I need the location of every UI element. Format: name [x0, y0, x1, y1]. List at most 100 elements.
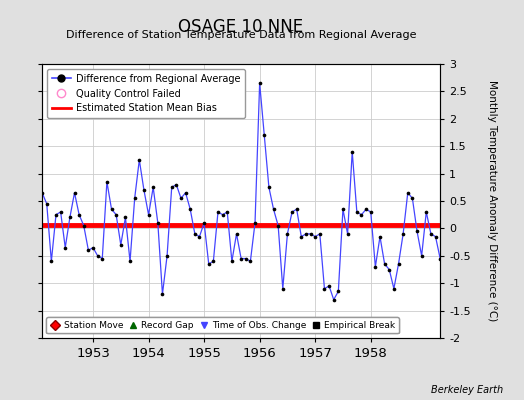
Point [204, 261, 213, 267]
Point [371, 264, 379, 270]
Point [292, 206, 301, 212]
Point [427, 231, 435, 237]
Point [242, 255, 250, 262]
Point [441, 255, 449, 262]
Point [399, 231, 407, 237]
Point [191, 231, 199, 237]
Point [214, 209, 222, 215]
Point [219, 212, 227, 218]
Point [103, 179, 111, 185]
Point [274, 222, 282, 229]
Point [339, 206, 347, 212]
Point [84, 247, 93, 254]
Point [149, 184, 157, 190]
Point [228, 258, 236, 264]
Point [353, 209, 361, 215]
Point [145, 212, 153, 218]
Text: Difference of Station Temperature Data from Regional Average: Difference of Station Temperature Data f… [66, 30, 416, 40]
Point [422, 209, 431, 215]
Point [223, 209, 232, 215]
Point [431, 234, 440, 240]
Point [408, 195, 417, 202]
Point [297, 234, 305, 240]
Point [130, 195, 139, 202]
Point [158, 291, 167, 297]
Point [107, 206, 116, 212]
Point [320, 286, 329, 292]
Point [57, 209, 65, 215]
Point [135, 157, 144, 163]
Point [395, 261, 403, 267]
Point [38, 190, 46, 196]
Point [121, 214, 129, 221]
Point [181, 190, 190, 196]
Point [385, 266, 394, 273]
Point [343, 231, 352, 237]
Point [126, 258, 134, 264]
Point [61, 244, 70, 251]
Point [186, 206, 194, 212]
Point [403, 190, 412, 196]
Point [390, 286, 398, 292]
Point [348, 148, 356, 155]
Point [380, 261, 389, 267]
Point [269, 206, 278, 212]
Point [172, 181, 181, 188]
Point [367, 209, 375, 215]
Point [246, 258, 255, 264]
Point [34, 206, 42, 212]
Point [468, 234, 477, 240]
Point [70, 190, 79, 196]
Point [376, 234, 384, 240]
Point [330, 296, 338, 303]
Point [117, 242, 125, 248]
Point [288, 209, 296, 215]
Legend: Station Move, Record Gap, Time of Obs. Change, Empirical Break: Station Move, Record Gap, Time of Obs. C… [47, 317, 399, 334]
Point [195, 234, 204, 240]
Point [283, 231, 292, 237]
Point [112, 212, 121, 218]
Point [98, 255, 106, 262]
Point [154, 220, 162, 226]
Text: OSAGE 10 NNE: OSAGE 10 NNE [179, 18, 303, 36]
Point [357, 212, 366, 218]
Point [450, 217, 458, 223]
Point [177, 195, 185, 202]
Point [93, 253, 102, 259]
Point [140, 187, 148, 193]
Point [334, 288, 343, 295]
Point [209, 258, 217, 264]
Point [52, 212, 60, 218]
Point [251, 220, 259, 226]
Point [311, 234, 320, 240]
Point [418, 253, 426, 259]
Point [89, 244, 97, 251]
Point [279, 286, 287, 292]
Point [66, 214, 74, 221]
Point [47, 258, 56, 264]
Point [307, 231, 315, 237]
Point [237, 255, 245, 262]
Point [42, 200, 51, 207]
Y-axis label: Monthly Temperature Anomaly Difference (°C): Monthly Temperature Anomaly Difference (… [487, 80, 497, 322]
Point [315, 231, 324, 237]
Point [464, 220, 472, 226]
Point [256, 80, 264, 86]
Point [362, 206, 370, 212]
Point [265, 184, 273, 190]
Point [163, 253, 171, 259]
Point [260, 132, 268, 138]
Point [413, 228, 421, 234]
Point [302, 231, 310, 237]
Point [75, 212, 83, 218]
Point [445, 220, 454, 226]
Point [200, 220, 209, 226]
Point [325, 283, 333, 289]
Point [232, 231, 241, 237]
Point [168, 184, 176, 190]
Point [473, 217, 482, 223]
Point [454, 214, 463, 221]
Point [436, 255, 444, 262]
Point [80, 222, 88, 229]
Point [459, 258, 467, 264]
